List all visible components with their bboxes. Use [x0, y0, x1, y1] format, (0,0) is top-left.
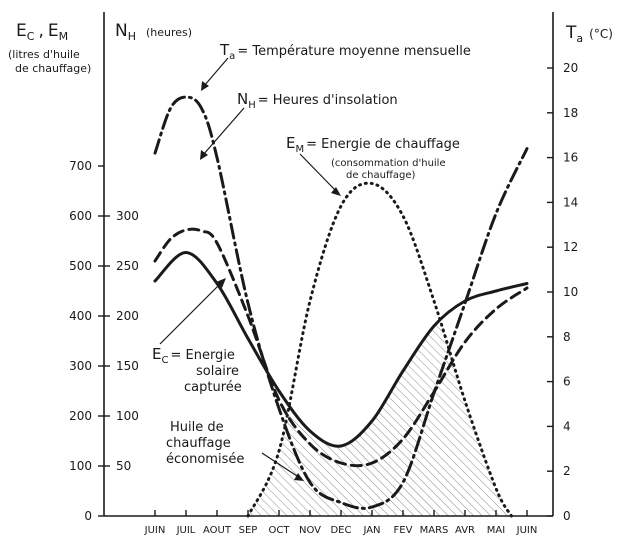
svg-text:EC= Energie: EC = Energie — [152, 345, 235, 366]
series-ec-line — [153, 250, 529, 448]
left-inner-tick-label: 300 — [116, 209, 139, 223]
annotation-ta: Ta = Température moyenne mensuelle — [201, 41, 471, 91]
left-outer-tick-label: 700 — [69, 159, 92, 173]
right-tick-label: 0 — [563, 509, 571, 523]
annotation-saved: Huile de chauffage économisée — [166, 420, 304, 481]
right-tick-label: 12 — [563, 240, 578, 254]
left-inner-tick-label: 200 — [116, 309, 139, 323]
annotation-nh: NH = Heures d'insolation — [200, 90, 398, 160]
x-tick-label: JUIN — [516, 525, 538, 536]
right-tick-label: 16 — [563, 151, 578, 165]
left-inner-axis-title: NH (heures) — [115, 21, 192, 43]
left-outer-axis-title: EC, EM (litres d'huile de chauffage) — [8, 21, 91, 75]
right-tick-label: 18 — [563, 106, 578, 120]
x-tick-label: MAI — [487, 525, 505, 536]
svg-text:NH(heures): NH (heures) — [115, 21, 192, 43]
left-inner-ticks: 50 100 150 200 250 300 — [104, 209, 139, 473]
x-tick-label: DEC — [330, 525, 351, 536]
left-outer-tick-label: 600 — [69, 209, 92, 223]
right-tick-label: 6 — [563, 375, 571, 389]
svg-text:EC,EM: EC, EM — [16, 21, 68, 43]
left-outer-ticks: 0 100 200 300 400 500 600 700 — [69, 159, 104, 523]
x-tick-label: NOV — [299, 525, 321, 536]
right-tick-label: 2 — [563, 464, 571, 478]
left-outer-axis-note1: (litres d'huile — [8, 48, 80, 61]
series-layer — [153, 95, 529, 518]
right-tick-label: 4 — [563, 419, 571, 433]
svg-text:EM= Energie de chauffage: EM = Energie de chauffage — [286, 134, 460, 155]
svg-text:NH= Heures d'insolation: NH = Heures d'insolation — [237, 90, 398, 111]
svg-text:(consommation d'huile: (consommation d'huile — [331, 158, 446, 169]
right-tick-label: 8 — [563, 330, 571, 344]
x-tick-label: JUIN — [144, 525, 166, 536]
svg-text:capturée: capturée — [184, 380, 242, 395]
svg-text:chauffage: chauffage — [166, 436, 231, 451]
x-tick-label: MARS — [420, 525, 449, 536]
x-ticks: JUIN JUIL AOUT SEP OCT NOV DEC JAN FEV MARS AVR MAI… — [144, 510, 538, 536]
svg-text:de chauffage): de chauffage) — [346, 170, 415, 181]
left-inner-tick-label: 50 — [116, 459, 131, 473]
x-tick-label: JUIL — [176, 525, 196, 536]
svg-text:Huile de: Huile de — [170, 420, 224, 435]
left-outer-axis-note2: de chauffage) — [15, 62, 91, 75]
svg-text:Ta= Température moyenne mensue: Ta = Température moyenne mensuelle — [219, 41, 471, 62]
right-axis-title: Ta (°C) — [565, 23, 613, 45]
series-nh-line — [153, 227, 529, 468]
left-outer-tick-label: 0 — [84, 509, 92, 523]
saved-oil-area — [248, 252, 512, 516]
left-outer-tick-label: 100 — [69, 459, 92, 473]
x-tick-label: FEV — [394, 525, 413, 536]
x-tick-label: AOUT — [203, 525, 232, 536]
svg-text:solaire: solaire — [196, 364, 239, 379]
right-tick-label: 14 — [563, 195, 578, 209]
right-tick-label: 20 — [563, 61, 578, 75]
annotation-em: EM = Energie de chauffage (consommation d… — [286, 134, 460, 196]
left-inner-tick-label: 150 — [116, 359, 139, 373]
left-inner-tick-label: 250 — [116, 259, 139, 273]
left-outer-tick-label: 400 — [69, 309, 92, 323]
x-tick-label: OCT — [269, 525, 291, 536]
right-ticks: 0 2 4 6 8 10 12 14 16 18 20 — [547, 61, 578, 523]
left-inner-tick-label: 100 — [116, 409, 139, 423]
series-em-line — [246, 181, 513, 518]
left-outer-tick-label: 200 — [69, 409, 92, 423]
series-ta-line — [153, 95, 529, 510]
x-tick-label: AVR — [455, 525, 475, 536]
left-outer-tick-label: 300 — [69, 359, 92, 373]
svg-text:Ta(°C): Ta (°C) — [565, 23, 613, 45]
annotation-ec: EC = Energie solaire capturée — [152, 278, 242, 395]
right-tick-label: 10 — [563, 285, 578, 299]
x-tick-label: SEP — [239, 525, 258, 536]
x-tick-label: JAN — [362, 525, 380, 536]
left-outer-tick-label: 500 — [69, 259, 92, 273]
svg-text:économisée: économisée — [166, 452, 244, 467]
